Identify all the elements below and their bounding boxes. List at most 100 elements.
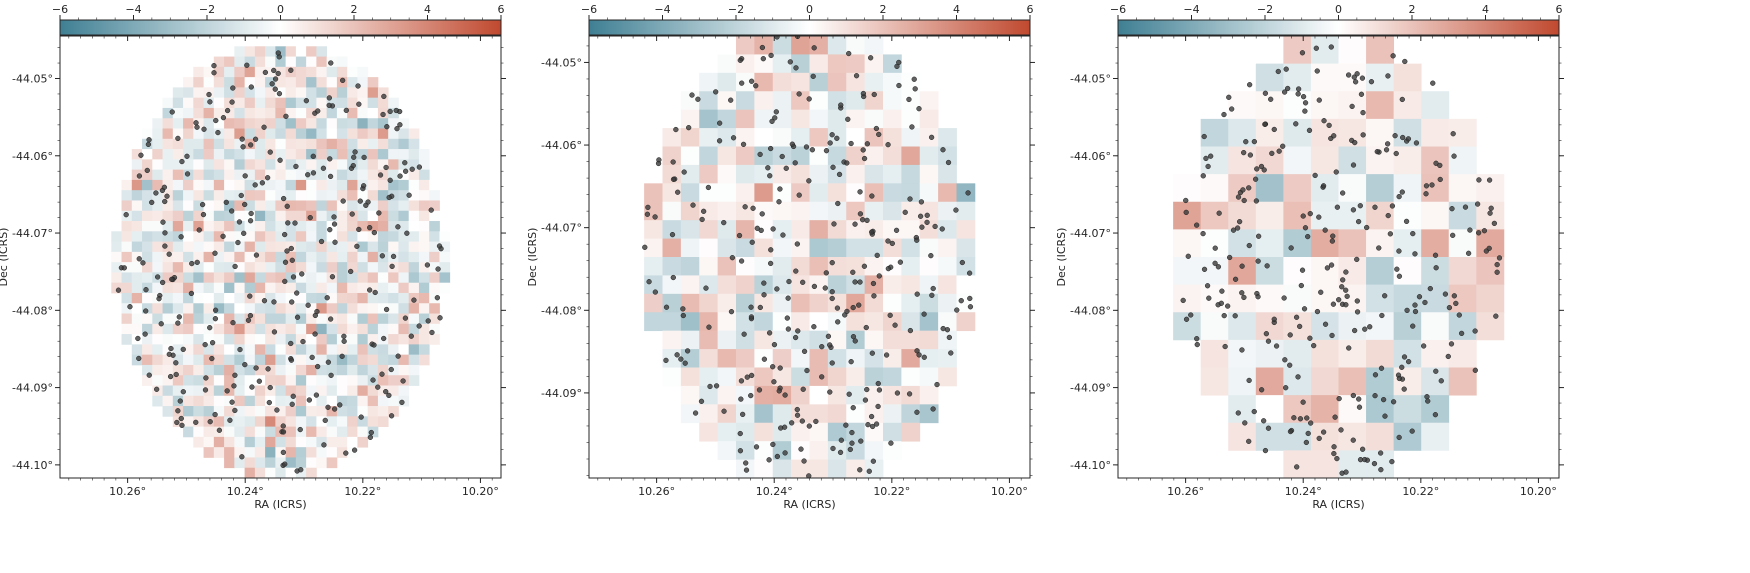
heatmap-cell (265, 190, 276, 201)
heatmap-cell (121, 251, 133, 263)
source-point (1212, 245, 1218, 251)
heatmap-cell (357, 77, 369, 88)
source-point (863, 324, 869, 331)
heatmap-cell (275, 107, 287, 119)
heatmap-cell (736, 72, 755, 92)
source-point (154, 386, 160, 392)
colorbar (59, 19, 502, 36)
source-point (290, 393, 296, 399)
source-point (331, 221, 338, 227)
source-point (176, 314, 182, 320)
heatmap-cell (717, 164, 737, 184)
source-point (386, 194, 392, 201)
source-point (655, 160, 662, 167)
heatmap-cell (193, 426, 204, 438)
heatmap-cell (316, 457, 328, 469)
colorbar-tick-label: −6 (1110, 3, 1126, 16)
source-point (178, 234, 184, 240)
source-point (395, 224, 401, 230)
source-point (873, 421, 880, 427)
heatmap-cell (152, 200, 163, 212)
heatmap-cell (347, 447, 358, 458)
heatmap-cell (901, 312, 921, 332)
heatmap-cell (183, 251, 194, 263)
heatmap-cell (265, 251, 276, 263)
heatmap-cell (408, 138, 420, 150)
heatmap-cell (193, 179, 204, 191)
heatmap-cell (1448, 174, 1477, 203)
heatmap-cell (316, 128, 328, 140)
source-point (162, 243, 168, 249)
heatmap-cell (754, 128, 774, 147)
source-point (1412, 251, 1418, 257)
heatmap-cell (234, 416, 246, 428)
source-point (1261, 418, 1267, 424)
source-point (888, 440, 894, 446)
heatmap-cell (254, 66, 266, 78)
source-point (864, 141, 871, 147)
heatmap-cell (1338, 229, 1367, 258)
source-point (271, 299, 277, 305)
heatmap-cell (408, 282, 420, 294)
heatmap-cell (398, 354, 410, 366)
source-point (1378, 365, 1385, 371)
heatmap-cell (183, 221, 194, 232)
heatmap-cell (172, 107, 184, 119)
source-point (230, 85, 236, 91)
source-point (1269, 150, 1275, 157)
source-point (1340, 190, 1346, 196)
source-point (228, 208, 235, 214)
heatmap-cell (234, 385, 246, 397)
heatmap-cell (193, 395, 204, 407)
heatmap-cell (285, 395, 297, 407)
source-point (1389, 458, 1395, 465)
heatmap-cell (827, 330, 847, 350)
heatmap-cell (336, 118, 348, 129)
source-point (1331, 444, 1337, 450)
heatmap-cell (131, 200, 143, 212)
heatmap-cell (938, 257, 957, 276)
heatmap-cell (809, 201, 829, 221)
heatmap-cell (234, 364, 246, 376)
heatmap-cell (429, 292, 440, 304)
heatmap-cell (183, 313, 194, 325)
source-point (384, 124, 390, 130)
heatmap-cell (680, 385, 700, 405)
heatmap-cell (183, 159, 194, 171)
heatmap-cell (213, 200, 225, 212)
heatmap-cell (439, 251, 451, 263)
source-point (1356, 396, 1362, 402)
source-point (371, 342, 377, 348)
source-point (196, 227, 202, 233)
source-point (1306, 127, 1313, 134)
heatmap-cell (213, 241, 225, 253)
heatmap-cell (295, 354, 307, 366)
source-point (1246, 185, 1252, 191)
heatmap-cell (234, 251, 246, 263)
heatmap-cell (172, 118, 184, 129)
heatmap-cell (791, 422, 810, 442)
source-point (264, 175, 271, 181)
source-points (115, 50, 444, 474)
colorbar-tick-label: 0 (806, 3, 813, 16)
heatmap-cell (285, 344, 297, 356)
heatmap-cell (316, 272, 328, 284)
source-point (326, 102, 332, 109)
heatmap-cell (347, 436, 358, 448)
source-point (1313, 45, 1319, 51)
source-point (356, 226, 362, 233)
heatmap-cell (754, 220, 774, 239)
source-point (954, 307, 960, 313)
heatmap-cell (1393, 63, 1422, 92)
source-point (388, 413, 395, 419)
source-point (1394, 266, 1400, 272)
heatmap-cell (357, 159, 369, 171)
y-tick-label: -44.08° (1070, 304, 1111, 317)
x-tick-label: 10.22° (1402, 485, 1439, 498)
heatmap-cell (717, 54, 737, 74)
heatmap-cell (121, 272, 133, 284)
source-point (1362, 326, 1368, 332)
heatmap-cell (377, 190, 389, 201)
heatmap-cell (193, 200, 204, 212)
source-point (1450, 232, 1456, 238)
